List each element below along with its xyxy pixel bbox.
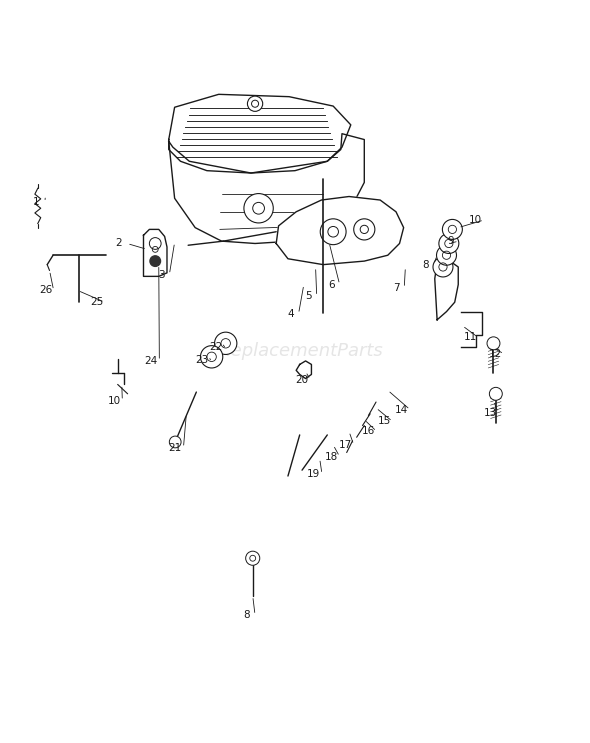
Circle shape [150,256,160,267]
Circle shape [437,245,457,265]
Text: 15: 15 [378,416,391,426]
Text: 4: 4 [287,309,294,319]
Polygon shape [435,259,458,319]
Text: 22: 22 [209,342,223,352]
Circle shape [169,436,181,448]
Text: 23: 23 [196,354,209,365]
Text: 26: 26 [39,285,52,296]
Circle shape [354,219,375,240]
Text: 18: 18 [324,452,338,461]
Circle shape [320,219,346,244]
Text: 5: 5 [305,291,312,302]
Circle shape [439,233,459,253]
Text: 2: 2 [116,239,122,248]
Text: 20: 20 [296,374,309,385]
Circle shape [433,257,453,277]
Circle shape [215,332,237,354]
Circle shape [442,219,463,239]
Text: 10: 10 [107,396,121,406]
Circle shape [244,194,273,223]
Text: 6: 6 [328,279,335,290]
Text: 17: 17 [339,440,352,450]
Text: 7: 7 [393,283,399,293]
Circle shape [201,345,223,368]
Circle shape [149,238,161,250]
Text: 8: 8 [244,610,250,620]
Polygon shape [169,134,364,244]
Text: 9: 9 [447,236,454,246]
Text: eReplacementParts: eReplacementParts [207,342,383,360]
Text: 13: 13 [483,408,497,418]
Circle shape [489,387,502,400]
Text: 12: 12 [489,349,503,359]
Text: 24: 24 [145,356,158,366]
Polygon shape [143,230,167,276]
Circle shape [247,96,263,111]
Text: 1: 1 [33,198,40,207]
Circle shape [487,337,500,350]
Text: 14: 14 [395,405,408,415]
Circle shape [245,551,260,565]
Text: 19: 19 [307,470,320,479]
Polygon shape [169,94,351,173]
Polygon shape [276,196,404,265]
Text: 3: 3 [158,270,165,279]
Text: 10: 10 [469,215,483,225]
Text: 8: 8 [422,259,429,270]
Text: 21: 21 [169,443,182,452]
Text: 25: 25 [90,297,103,307]
Polygon shape [296,361,312,378]
Text: 11: 11 [463,332,477,343]
Text: 16: 16 [362,426,375,436]
